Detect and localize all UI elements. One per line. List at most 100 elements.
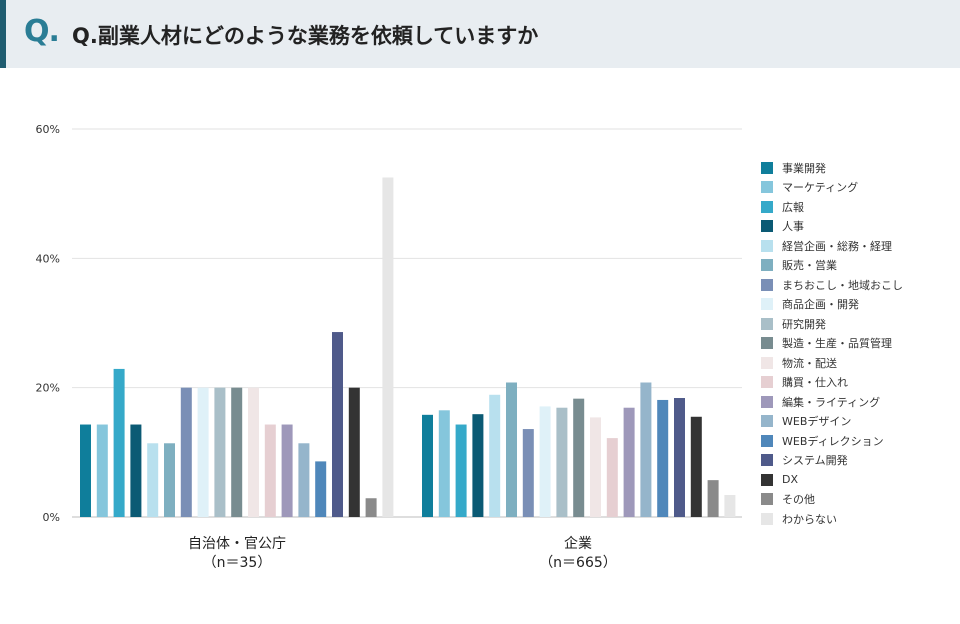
- bar: [365, 498, 377, 517]
- legend-label: 経営企画・総務・経理: [782, 239, 892, 253]
- legend-item: 広報: [761, 197, 903, 217]
- category-n-government: （n＝35）: [202, 555, 272, 571]
- legend-swatch: [761, 298, 773, 311]
- legend-item: 人事: [761, 217, 903, 237]
- legend-swatch: [761, 161, 773, 174]
- legend-item: 経営企画・総務・経理: [761, 236, 903, 256]
- bar: [348, 387, 360, 517]
- category-label-government: 自治体・官公庁 （n＝35）: [137, 535, 337, 573]
- bar: [438, 410, 450, 517]
- bar: [298, 443, 310, 517]
- bar: [332, 332, 343, 517]
- y-tick-label: 0%: [43, 511, 60, 524]
- legend-swatch: [761, 337, 773, 350]
- category-name-company: 企業: [564, 536, 592, 552]
- bar: [690, 416, 702, 517]
- bar: [264, 424, 276, 517]
- bar: [556, 407, 568, 517]
- question-header: Q. Q.副業人材にどのような業務を依頼していますか: [0, 0, 960, 68]
- bar: [197, 387, 209, 517]
- bar: [180, 387, 192, 517]
- legend-swatch: [761, 317, 773, 330]
- legend-swatch: [761, 356, 773, 369]
- bar: [472, 414, 484, 517]
- bar: [489, 394, 501, 517]
- legend-swatch: [761, 434, 773, 447]
- legend-item: マーケティング: [761, 178, 903, 198]
- legend-swatch: [761, 473, 773, 486]
- legend-item: 商品企画・開発: [761, 295, 903, 315]
- bar: [422, 414, 433, 517]
- header-accent-bar: [0, 0, 6, 68]
- legend-item: WEBディレクション: [761, 431, 903, 451]
- legend-swatch: [761, 415, 773, 428]
- legend-swatch: [761, 200, 773, 213]
- legend-swatch: [761, 395, 773, 408]
- legend-label: 事業開発: [782, 161, 826, 175]
- legend-label: 購買・仕入れ: [782, 376, 848, 390]
- bar: [80, 424, 91, 517]
- bar: [506, 382, 517, 517]
- legend-swatch: [761, 376, 773, 389]
- category-n-company: （n＝665）: [539, 555, 617, 571]
- legend-item: わからない: [761, 509, 903, 529]
- bar: [214, 387, 226, 517]
- legend-label: 製造・生産・品質管理: [782, 337, 892, 351]
- legend-item: WEBデザイン: [761, 412, 903, 432]
- legend-item: 購買・仕入れ: [761, 373, 903, 393]
- bar: [590, 417, 601, 517]
- legend-label: わからない: [782, 512, 837, 526]
- legend-swatch: [761, 278, 773, 291]
- legend-swatch: [761, 259, 773, 272]
- legend-item: 物流・配送: [761, 353, 903, 373]
- bar: [231, 387, 243, 517]
- bar: [573, 398, 585, 517]
- legend-label: 物流・配送: [782, 356, 837, 370]
- bar: [606, 438, 618, 517]
- bar: [281, 424, 293, 517]
- legend-label: まちおこし・地域おこし: [782, 278, 903, 292]
- bar: [707, 480, 719, 517]
- legend-item: 製造・生産・品質管理: [761, 334, 903, 354]
- bar: [657, 399, 669, 517]
- legend-item: 研究開発: [761, 314, 903, 334]
- legend-label: DX: [782, 473, 799, 487]
- legend-label: 広報: [782, 200, 804, 214]
- legend-swatch: [761, 220, 773, 233]
- legend-item: DX: [761, 470, 903, 490]
- legend-swatch: [761, 512, 773, 525]
- legend-label: 販売・営業: [782, 259, 837, 273]
- y-tick-label: 20%: [36, 382, 60, 395]
- legend-label: マーケティング: [782, 181, 859, 195]
- bar: [522, 429, 534, 517]
- category-label-company: 企業 （n＝665）: [478, 535, 678, 573]
- legend-item: システム開発: [761, 451, 903, 471]
- bar-chart: 0% 20% 40% 60%: [36, 123, 742, 524]
- legend-item: その他: [761, 490, 903, 510]
- bar: [674, 398, 685, 517]
- bar: [539, 406, 551, 517]
- question-title: Q.副業人材にどのような業務を依頼していますか: [72, 24, 539, 48]
- legend-label: システム開発: [782, 454, 848, 468]
- y-tick-label: 60%: [36, 123, 60, 136]
- category-name-government: 自治体・官公庁: [188, 536, 286, 552]
- legend-label: WEBデザイン: [782, 415, 852, 429]
- question-mark-label: Q.: [24, 14, 60, 49]
- legend-label: 編集・ライティング: [782, 395, 881, 409]
- legend-swatch: [761, 181, 773, 194]
- bar: [315, 461, 327, 517]
- chart-legend: 事業開発マーケティング 広報人事経営企画・総務・経理 販売・営業まちおこし・地域おこ…: [761, 158, 903, 529]
- bar: [248, 387, 259, 517]
- legend-item: まちおこし・地域おこし: [761, 275, 903, 295]
- legend-label: 商品企画・開発: [782, 298, 859, 312]
- bar: [164, 443, 175, 517]
- bar: [455, 424, 467, 517]
- bar: [724, 495, 736, 517]
- legend-item: 販売・営業: [761, 256, 903, 276]
- legend-swatch: [761, 454, 773, 467]
- legend-swatch: [761, 493, 773, 506]
- bar: [147, 443, 159, 517]
- legend-label: その他: [782, 493, 815, 507]
- bar: [96, 424, 108, 517]
- legend-swatch: [761, 239, 773, 252]
